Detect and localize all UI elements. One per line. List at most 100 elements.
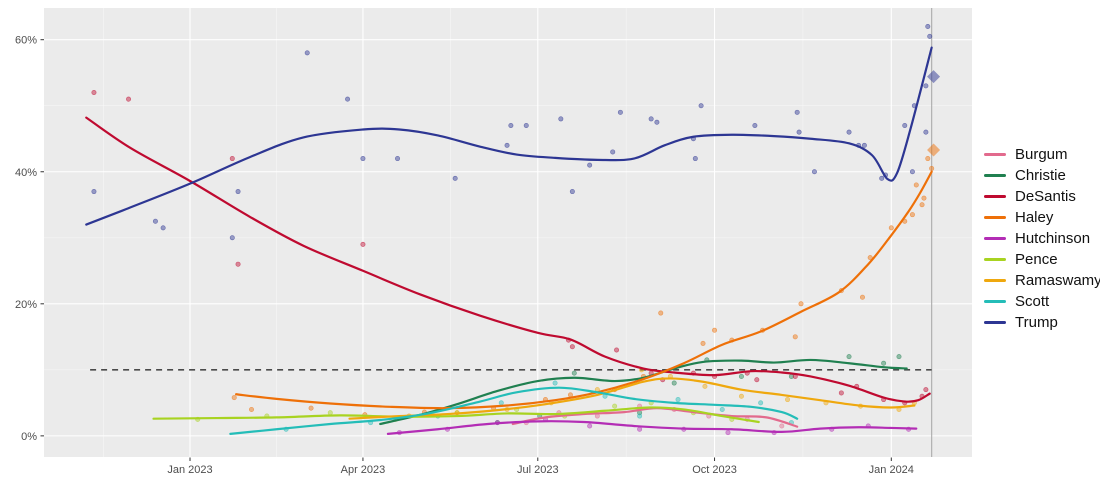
poll-point bbox=[91, 189, 97, 195]
y-axis-tick-label: 40% bbox=[15, 167, 37, 179]
poll-point bbox=[637, 413, 643, 419]
poll-point bbox=[779, 423, 785, 429]
legend-swatch-hutchinson bbox=[984, 236, 1006, 241]
poll-point bbox=[654, 119, 660, 125]
poll-point bbox=[927, 33, 933, 39]
poll-point bbox=[671, 380, 677, 386]
poll-point bbox=[327, 410, 333, 416]
poll-point bbox=[558, 116, 564, 122]
poll-point bbox=[792, 334, 798, 340]
legend-label: DeSantis bbox=[1015, 188, 1076, 205]
poll-point bbox=[923, 129, 929, 135]
x-axis-tick-label: Jan 2023 bbox=[167, 464, 212, 476]
poll-point bbox=[909, 212, 915, 218]
poll-point bbox=[571, 370, 577, 376]
poll-point bbox=[698, 103, 704, 109]
legend-label: Scott bbox=[1015, 293, 1050, 310]
poll-point bbox=[345, 96, 351, 102]
poll-point bbox=[925, 156, 931, 162]
y-axis-tick-label: 20% bbox=[15, 299, 37, 311]
poll-point bbox=[921, 195, 927, 201]
poll-point bbox=[867, 255, 873, 261]
poll-point bbox=[452, 175, 458, 181]
poll-point bbox=[879, 175, 885, 181]
poll-point bbox=[612, 403, 618, 409]
legend-swatch-pence bbox=[984, 257, 1006, 262]
x-axis-tick-label: Oct 2023 bbox=[692, 464, 737, 476]
poll-point bbox=[861, 142, 867, 148]
poll-point bbox=[902, 123, 908, 129]
poll-point bbox=[859, 294, 865, 300]
poll-point bbox=[919, 202, 925, 208]
poll-point bbox=[498, 400, 504, 406]
poll-point bbox=[304, 50, 310, 56]
poll-point bbox=[229, 156, 235, 162]
poll-point bbox=[360, 156, 366, 162]
trend-line-trump bbox=[85, 46, 933, 226]
poll-point bbox=[587, 423, 593, 429]
x-axis-tick-label: Jul 2023 bbox=[517, 464, 559, 476]
poll-point bbox=[658, 310, 664, 316]
legend-item-haley: Haley bbox=[984, 207, 1100, 228]
poll-point bbox=[610, 149, 616, 155]
legend-label: Trump bbox=[1015, 314, 1058, 331]
poll-point bbox=[508, 123, 514, 129]
poll-point bbox=[569, 344, 575, 350]
poll-point bbox=[923, 387, 929, 393]
poll-point bbox=[923, 83, 929, 89]
poll-point bbox=[738, 373, 744, 379]
scatter-points-scott bbox=[283, 380, 794, 432]
poll-point bbox=[229, 235, 235, 241]
poll-point bbox=[719, 406, 725, 412]
poll-point bbox=[929, 165, 935, 171]
poll-point bbox=[888, 225, 894, 231]
poll-point bbox=[91, 90, 97, 96]
poll-point bbox=[702, 383, 708, 389]
legend-swatch-ramaswamy bbox=[984, 278, 1006, 283]
trend-line-desantis bbox=[85, 116, 931, 403]
legend-label: Pence bbox=[1015, 251, 1058, 268]
poll-point bbox=[308, 405, 314, 411]
poll-point bbox=[838, 390, 844, 396]
legend-item-desantis: DeSantis bbox=[984, 186, 1100, 207]
axes: Jan 2023 Apr 2023 Jul 2023 Oct 2023 Jan 2024… bbox=[15, 35, 914, 476]
trend-line-hutchinson bbox=[386, 420, 918, 435]
poll-point bbox=[235, 189, 241, 195]
y-axis-tick-label: 0% bbox=[21, 431, 37, 443]
legend-label: Ramaswamy bbox=[1015, 272, 1100, 289]
poll-point bbox=[738, 393, 744, 399]
legend-item-hutchinson: Hutchinson bbox=[984, 228, 1100, 249]
x-axis-tick-label: Apr 2023 bbox=[341, 464, 386, 476]
poll-point bbox=[758, 400, 764, 406]
plot-panel bbox=[44, 8, 972, 457]
poll-point bbox=[896, 354, 902, 360]
legend-label: Haley bbox=[1015, 209, 1054, 226]
poll-point bbox=[235, 261, 241, 267]
poll-point bbox=[785, 397, 791, 403]
poll-point bbox=[648, 116, 654, 122]
legend-swatch-haley bbox=[984, 215, 1006, 220]
trend-line-ramaswamy bbox=[348, 377, 916, 420]
poll-point bbox=[794, 109, 800, 115]
legend-item-christie: Christie bbox=[984, 165, 1100, 186]
poll-point bbox=[160, 225, 166, 231]
legend-item-pence: Pence bbox=[984, 249, 1100, 270]
poll-point bbox=[909, 169, 915, 175]
legend-swatch-trump bbox=[984, 320, 1006, 325]
poll-point bbox=[798, 301, 804, 307]
poll-point bbox=[395, 156, 401, 162]
poll-point bbox=[925, 23, 931, 29]
y-axis-tick-label: 60% bbox=[15, 35, 37, 47]
poll-point bbox=[700, 340, 706, 346]
poll-point bbox=[881, 360, 887, 366]
poll-point bbox=[846, 129, 852, 135]
legend-item-scott: Scott bbox=[984, 291, 1100, 312]
poll-point bbox=[617, 109, 623, 115]
poll-point bbox=[614, 347, 620, 353]
legend-item-ramaswamy: Ramaswamy bbox=[984, 270, 1100, 291]
result-marker-trump bbox=[927, 70, 941, 84]
legend: Burgum Christie DeSantis Haley Hutchinson Pen… bbox=[984, 144, 1100, 333]
legend-swatch-burgum bbox=[984, 152, 1006, 157]
result-markers bbox=[927, 70, 941, 157]
